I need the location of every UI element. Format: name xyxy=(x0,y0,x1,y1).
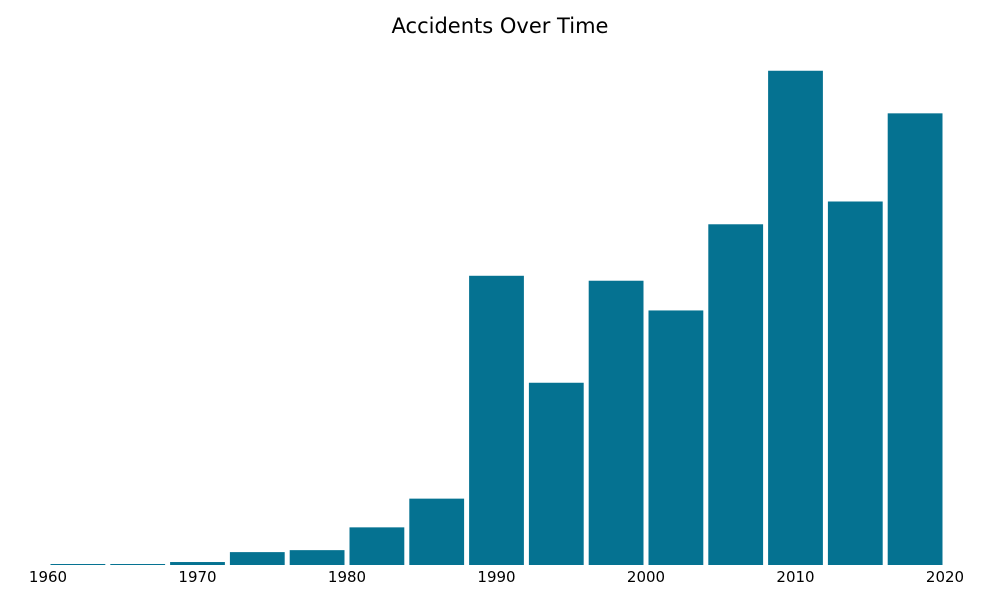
bar-2016 xyxy=(887,113,943,565)
bar-1976 xyxy=(289,550,345,565)
bar-1984 xyxy=(409,498,465,565)
bar-1972 xyxy=(229,552,285,565)
x-tick-label-1990: 1990 xyxy=(477,568,515,586)
x-tick-label-1960: 1960 xyxy=(29,568,67,586)
x-tick-label-2020: 2020 xyxy=(926,568,964,586)
bar-1960 xyxy=(50,564,106,565)
bar-1996 xyxy=(588,280,644,565)
x-tick-label-1980: 1980 xyxy=(328,568,366,586)
x-tick-label-2010: 2010 xyxy=(776,568,814,586)
bars-group xyxy=(50,70,943,565)
bar-2000 xyxy=(648,310,704,565)
x-tick-label-2000: 2000 xyxy=(627,568,665,586)
x-tick-label-1970: 1970 xyxy=(178,568,216,586)
bar-1968 xyxy=(170,562,225,565)
bar-1964 xyxy=(110,564,166,565)
bar-1992 xyxy=(528,382,584,565)
chart-title: Accidents Over Time xyxy=(392,14,609,38)
bar-2004 xyxy=(708,224,764,565)
bar-1980 xyxy=(349,527,405,565)
bar-1988 xyxy=(469,275,524,565)
x-axis-ticks: 1960 1970 1980 1990 2000 2010 2020 xyxy=(29,568,964,586)
bar-2012 xyxy=(827,201,883,565)
bar-2008 xyxy=(768,70,823,565)
